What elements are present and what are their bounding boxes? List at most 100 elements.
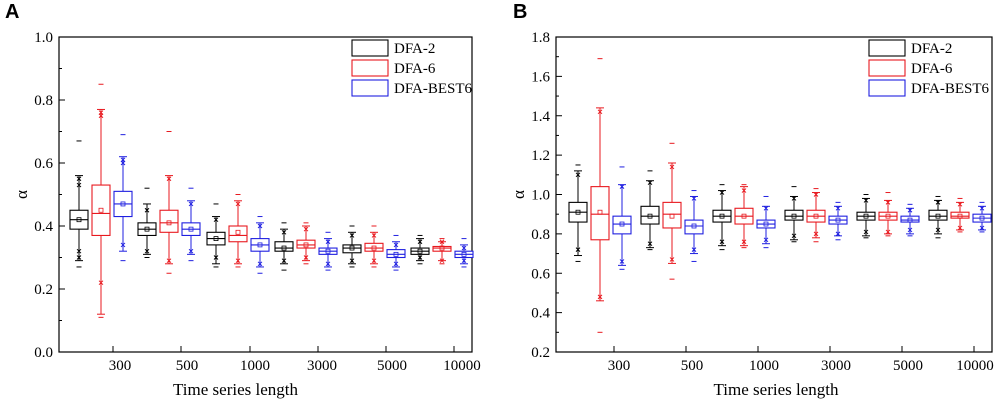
box-mean [619,221,625,227]
box-dfa-2 [206,203,226,268]
x-tick-label: 300 [608,358,631,374]
box-dfa-best6 [386,234,406,271]
box-outlier [575,172,581,178]
box-outlier [575,247,581,252]
box-outlier [98,280,104,286]
box-outlier [235,258,241,263]
box-outlier [461,258,467,263]
box-outlier [957,225,963,231]
legend-label: DFA-BEST6 [911,81,990,97]
box-outlier [835,205,841,211]
box-mean [76,217,82,223]
x-tick-label: 300 [109,358,132,374]
box-outlier [281,258,287,263]
box-mean [979,215,985,221]
box-outlier [791,233,797,239]
box-dfa-6 [806,188,826,243]
y-tick-label: 0.2 [34,282,53,298]
box-outlier [417,239,423,245]
box-outlier [235,201,241,207]
x-axis-title: Time series length [173,380,298,399]
box-dfa-best6 [972,201,992,233]
box-mean [393,251,399,257]
y-tick-label: 0.6 [34,156,53,172]
box-outlier [741,188,747,193]
box-outlier [935,227,941,233]
y-tick-label: 0.6 [531,266,550,282]
box-mean [885,213,891,219]
box-mean [719,213,725,219]
box-iqr [386,249,406,259]
legend-swatch [868,59,906,77]
box-mean [597,209,603,215]
box-outlier [885,229,891,235]
box-outlier [371,258,377,263]
x-tick-label: 10000 [956,358,994,374]
y-tick-label: 0.4 [531,306,550,322]
y-tick-label: 1.6 [531,69,550,85]
box-dfa-2 [274,222,294,271]
box-outlier [719,239,725,245]
box-mean [439,245,445,251]
box-mean [188,226,194,232]
box-outlier [393,242,399,248]
panel-letter: A [5,1,19,23]
box-dfa-best6 [684,190,704,262]
box-iqr [900,215,920,223]
box-outlier [76,176,82,182]
box-iqr [364,242,384,252]
box-dfa-best6 [250,216,270,274]
box-outlier [439,239,445,245]
box-mean [669,213,675,219]
box-mean [325,248,331,254]
box-outlier [791,196,797,201]
x-tick-label: 10000 [443,358,481,374]
box-outlier [76,255,82,260]
panel-letter: B [513,1,527,23]
box-mean [647,213,653,219]
y-tick-label: 0.8 [34,93,53,109]
box-dfa-best6 [318,231,338,271]
box-outlier [439,258,445,263]
box-outlier [257,223,263,229]
y-tick-label: 1.4 [531,109,550,125]
box-mean [417,248,423,254]
y-tick-label: 1.2 [531,148,550,164]
box-dfa-6 [228,194,248,268]
box-dfa-best6 [113,134,133,262]
box-outlier [188,201,194,207]
box-dfa-6 [91,83,111,318]
box-outlier [863,198,869,203]
legend-label: DFA-BEST6 [394,81,473,97]
y-tick-label: 0.4 [34,219,53,235]
box-mean [281,245,287,251]
box-mean [935,213,941,219]
box-iqr [784,209,804,221]
box-dfa-6 [432,238,452,265]
box-dfa-6 [159,131,179,274]
box-dfa-2 [784,186,804,243]
box-mean [235,229,241,235]
box-mean [791,213,797,219]
box-outlier [647,180,653,186]
box-outlier [907,207,913,213]
x-tick-label: 5000 [377,358,407,374]
box-outlier [144,207,150,213]
box-iqr [640,205,660,225]
x-tick-label: 500 [681,358,704,374]
box-outlier [597,294,603,300]
box-mean [461,251,467,257]
box-dfa-best6 [900,203,920,237]
box-outlier [669,164,675,170]
box-outlier [619,259,625,264]
box-outlier [763,205,769,211]
box-mean [575,209,581,215]
box-outlier [957,202,963,207]
box-outlier [213,255,219,260]
box-outlier [303,255,309,260]
box-outlier [371,233,377,238]
legend-label: DFA-6 [911,61,953,77]
box-outlier [885,200,891,205]
y-tick-label: 0.0 [34,345,53,361]
box-mean [763,221,769,227]
